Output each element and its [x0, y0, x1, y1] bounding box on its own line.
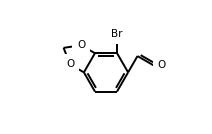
Text: O: O: [77, 40, 85, 50]
Text: O: O: [66, 59, 74, 69]
Text: O: O: [158, 60, 166, 70]
Text: Br: Br: [111, 29, 123, 39]
